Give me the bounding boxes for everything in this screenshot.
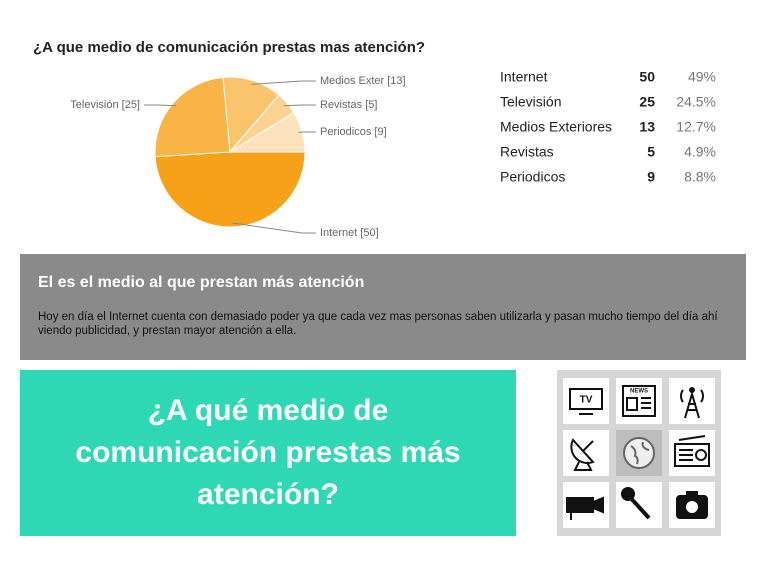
table-name: Internet bbox=[500, 69, 548, 85]
camera-top bbox=[686, 491, 698, 497]
info-text: Hoy en día el Internet cuenta con demasi… bbox=[38, 311, 718, 337]
table-percent: 12.7% bbox=[676, 119, 716, 135]
pie-slice bbox=[154, 76, 231, 158]
camcorder-icon bbox=[566, 496, 604, 520]
table-name: Medios Exteriores bbox=[500, 119, 612, 135]
table-count: 50 bbox=[639, 69, 655, 85]
icon-grid: TV NEWS bbox=[563, 378, 715, 528]
tv-icon bbox=[569, 388, 603, 410]
table-count: 13 bbox=[639, 119, 655, 135]
pie-slice bbox=[154, 151, 306, 228]
info-heading: El es el medio al que prestan más atenci… bbox=[38, 274, 365, 291]
slice-label: Revistas [5] bbox=[320, 99, 377, 111]
tv-label: TV bbox=[580, 395, 593, 406]
news-lines bbox=[626, 397, 651, 411]
tower-top bbox=[689, 387, 695, 393]
globe-icon bbox=[623, 437, 655, 469]
dish-icon bbox=[570, 438, 595, 471]
table-percent: 4.9% bbox=[684, 144, 716, 160]
slice-label: Televisión [25] bbox=[70, 99, 140, 111]
table-name: Periodicos bbox=[500, 169, 565, 185]
leader-line bbox=[232, 222, 316, 234]
info-box: El es el medio al que prestan más atenci… bbox=[20, 254, 746, 360]
news-label: NEWS bbox=[630, 389, 648, 395]
radio-lines bbox=[678, 435, 706, 461]
icon-panel: TV NEWS bbox=[557, 370, 721, 536]
chart: ¿A que medio de comunicación prestas mas… bbox=[33, 39, 716, 239]
radio-icon bbox=[674, 443, 710, 467]
news-icon bbox=[622, 385, 656, 417]
tower-icon bbox=[680, 389, 704, 419]
banner-text: ¿A qué medio de comunicación prestas más… bbox=[75, 394, 461, 511]
leader-line bbox=[283, 104, 316, 107]
table-count: 5 bbox=[647, 144, 655, 160]
camera-lens bbox=[684, 499, 700, 515]
slice-label: Internet [50] bbox=[320, 227, 379, 239]
leader-line bbox=[251, 80, 316, 85]
table-name: Televisión bbox=[500, 94, 561, 110]
mic-head bbox=[621, 487, 635, 501]
table-count: 25 bbox=[639, 94, 655, 110]
slice-label: Medios Exter [13] bbox=[320, 75, 406, 87]
chart-title: ¿A que medio de comunicación prestas mas… bbox=[33, 39, 425, 56]
pie-slice bbox=[222, 76, 280, 154]
table-percent: 24.5% bbox=[676, 94, 716, 110]
pie-slice bbox=[228, 111, 306, 153]
radio-knob bbox=[695, 449, 707, 461]
table-count: 9 bbox=[647, 169, 655, 185]
leader-line bbox=[144, 104, 177, 107]
leader-line bbox=[298, 131, 316, 134]
globe-land bbox=[630, 441, 650, 465]
table-percent: 49% bbox=[688, 69, 716, 85]
table-percent: 8.8% bbox=[684, 169, 716, 185]
table-name: Revistas bbox=[500, 144, 554, 160]
slice-label: Periodicos [9] bbox=[320, 126, 387, 138]
banner: ¿A qué medio de comunicación prestas más… bbox=[20, 370, 516, 536]
